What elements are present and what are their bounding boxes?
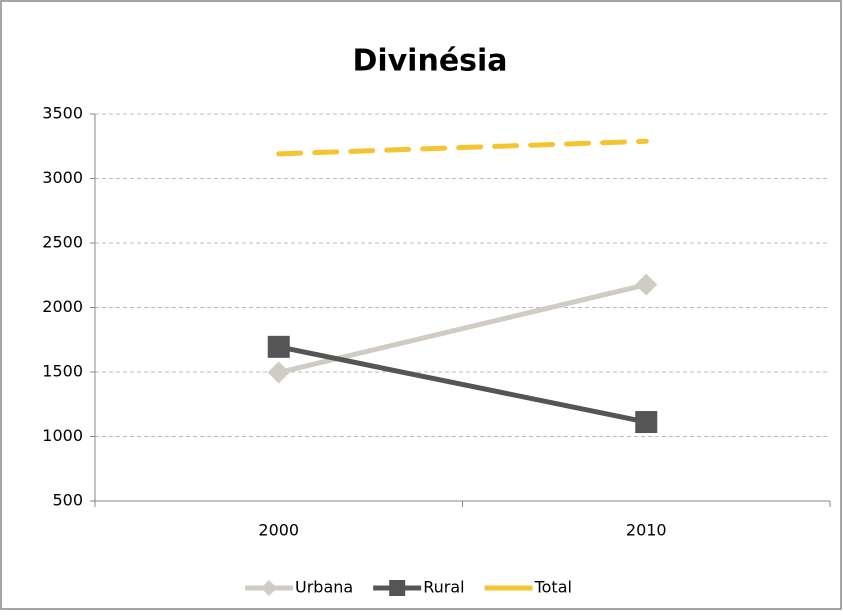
legend-marker [389, 580, 406, 596]
point [267, 335, 290, 358]
y-tick-label: 1500 [42, 362, 83, 381]
legend-label: Total [534, 578, 572, 597]
y-tick-label: 1000 [42, 426, 83, 445]
legend-label: Urbana [295, 578, 353, 597]
x-tick-label: 2000 [258, 521, 299, 540]
chart-title: Divinésia [352, 44, 507, 79]
y-tick-label: 2500 [42, 233, 83, 252]
series-line [278, 344, 647, 425]
point [635, 411, 658, 434]
series-line [276, 138, 649, 157]
legend-marker [261, 580, 277, 596]
x-tick-label: 2010 [626, 521, 667, 540]
y-tick-label: 3500 [42, 104, 83, 123]
point [267, 361, 290, 384]
legend-label: Rural [423, 578, 464, 597]
y-tick-label: 3000 [42, 168, 83, 187]
y-tick-label: 2000 [42, 297, 83, 316]
y-tick-label: 500 [52, 491, 83, 510]
point [635, 273, 658, 296]
